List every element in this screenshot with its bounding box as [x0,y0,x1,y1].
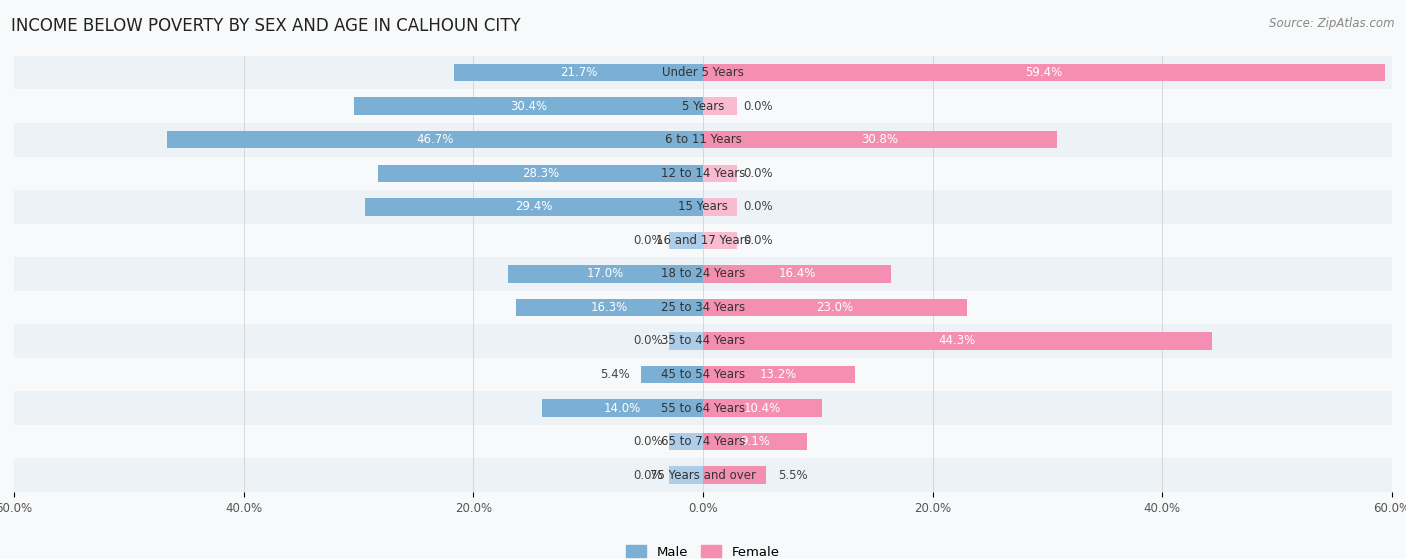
Text: 75 Years and over: 75 Years and over [650,468,756,482]
Bar [14,458,1392,492]
Text: 5.4%: 5.4% [600,368,630,381]
Bar [14,224,1392,257]
Text: 16.3%: 16.3% [591,301,628,314]
Bar [167,131,703,149]
Text: 44.3%: 44.3% [939,334,976,348]
Text: 46.7%: 46.7% [416,133,454,146]
Bar [508,265,703,283]
Text: 25 to 34 Years: 25 to 34 Years [661,301,745,314]
Bar [669,466,703,484]
Text: 35 to 44 Years: 35 to 44 Years [661,334,745,348]
Text: 16.4%: 16.4% [779,267,815,281]
Text: 16 and 17 Years: 16 and 17 Years [655,234,751,247]
Text: 0.0%: 0.0% [633,334,662,348]
Text: INCOME BELOW POVERTY BY SEX AND AGE IN CALHOUN CITY: INCOME BELOW POVERTY BY SEX AND AGE IN C… [11,17,520,35]
Bar [516,299,703,316]
Text: 65 to 74 Years: 65 to 74 Years [661,435,745,448]
Bar [366,198,703,216]
Text: 0.0%: 0.0% [744,100,773,113]
Bar [669,433,703,451]
Bar [14,123,1392,157]
Text: 10.4%: 10.4% [744,401,782,415]
Bar [378,164,703,182]
Text: 0.0%: 0.0% [633,435,662,448]
Text: 59.4%: 59.4% [1025,66,1063,79]
Text: 9.1%: 9.1% [741,435,770,448]
Text: 14.0%: 14.0% [605,401,641,415]
Text: 21.7%: 21.7% [560,66,598,79]
Text: 6 to 11 Years: 6 to 11 Years [665,133,741,146]
Text: 29.4%: 29.4% [516,200,553,214]
Bar [703,265,891,283]
Text: 55 to 64 Years: 55 to 64 Years [661,401,745,415]
Bar [14,291,1392,324]
Bar [14,324,1392,358]
Text: 13.2%: 13.2% [761,368,797,381]
Bar [703,198,738,216]
Text: 30.4%: 30.4% [510,100,547,113]
Text: 18 to 24 Years: 18 to 24 Years [661,267,745,281]
Bar [703,97,738,115]
Bar [703,366,855,383]
Bar [703,433,807,451]
Bar [14,190,1392,224]
Bar [669,332,703,350]
Bar [703,64,1385,82]
Text: 45 to 54 Years: 45 to 54 Years [661,368,745,381]
Bar [703,332,1212,350]
Bar [454,64,703,82]
Bar [703,399,823,417]
Text: 17.0%: 17.0% [586,267,624,281]
Bar [14,425,1392,458]
Bar [14,157,1392,190]
Bar [14,391,1392,425]
Text: Source: ZipAtlas.com: Source: ZipAtlas.com [1270,17,1395,30]
Bar [14,358,1392,391]
Text: Under 5 Years: Under 5 Years [662,66,744,79]
Text: 5 Years: 5 Years [682,100,724,113]
Text: 0.0%: 0.0% [633,234,662,247]
Text: 28.3%: 28.3% [522,167,560,180]
Bar [703,131,1057,149]
Text: 0.0%: 0.0% [744,234,773,247]
Text: 0.0%: 0.0% [744,167,773,180]
Text: 15 Years: 15 Years [678,200,728,214]
Bar [669,231,703,249]
Bar [641,366,703,383]
Bar [703,231,738,249]
Text: 0.0%: 0.0% [633,468,662,482]
Text: 23.0%: 23.0% [817,301,853,314]
Legend: Male, Female: Male, Female [621,540,785,559]
Bar [14,56,1392,89]
Text: 12 to 14 Years: 12 to 14 Years [661,167,745,180]
Bar [703,299,967,316]
Bar [14,89,1392,123]
Bar [543,399,703,417]
Bar [703,164,738,182]
Bar [14,257,1392,291]
Text: 30.8%: 30.8% [862,133,898,146]
Text: 0.0%: 0.0% [744,200,773,214]
Bar [703,466,766,484]
Text: 5.5%: 5.5% [778,468,807,482]
Bar [354,97,703,115]
